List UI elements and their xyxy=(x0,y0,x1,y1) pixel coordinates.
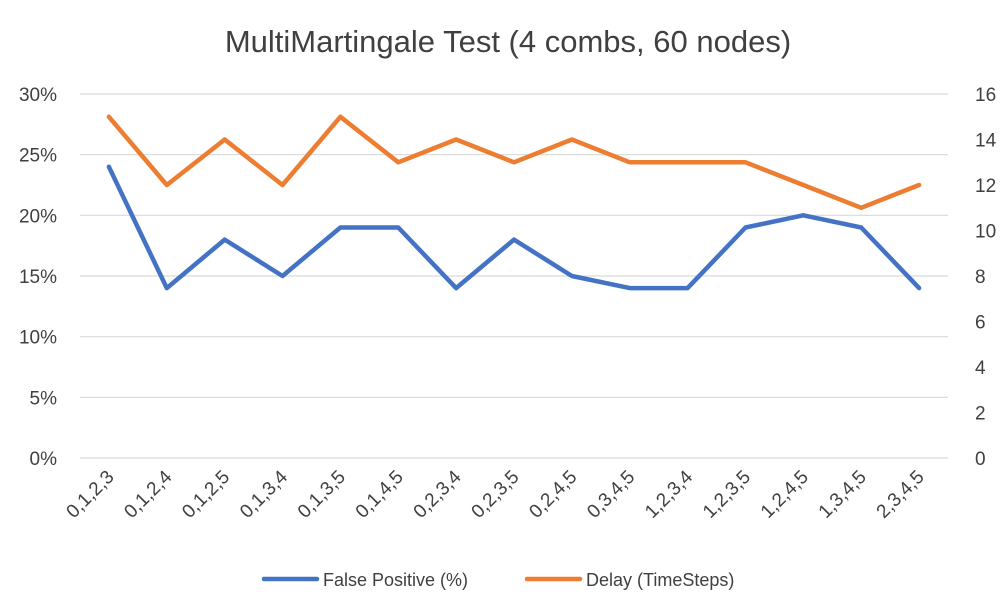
y-left-tick-label: 20% xyxy=(19,206,57,227)
series-line-2 xyxy=(106,114,922,211)
y-axis-right: 0 2 4 6 8 10 12 14 16 xyxy=(975,85,997,470)
x-tick-label: 1,2,3,4 xyxy=(641,466,697,522)
x-tick-label: 1,2,3,5 xyxy=(699,467,755,523)
x-tick-label: 0,2,3,4 xyxy=(410,466,466,522)
legend: False Positive (%) Delay (TimeSteps) xyxy=(261,570,734,590)
y-left-tick-label: 10% xyxy=(19,328,57,349)
y-right-tick-label: 2 xyxy=(975,404,986,425)
legend-label: Delay (TimeSteps) xyxy=(586,570,734,590)
chart-title: MultiMartingale Test (4 combs, 60 nodes) xyxy=(225,24,791,59)
series-group xyxy=(106,114,922,291)
y-axis-left: 0% 5% 10% 15% 20% 25% 30% xyxy=(19,85,57,470)
x-tick-label: 0,1,2,4 xyxy=(120,466,176,522)
x-axis: 0,1,2,3 0,1,2,4 0,1,2,5 0,1,3,4 0,1,3,5 0,1,4… xyxy=(63,466,929,522)
y-right-tick-label: 10 xyxy=(975,222,996,243)
x-tick-label: 0,1,2,3 xyxy=(63,467,119,523)
gridlines xyxy=(80,93,948,459)
x-tick-label: 0,1,2,5 xyxy=(178,467,234,523)
y-right-tick-label: 0 xyxy=(975,449,986,470)
y-right-tick-label: 4 xyxy=(975,358,986,379)
y-left-tick-label: 15% xyxy=(19,267,57,288)
x-tick-label: 0,2,3,5 xyxy=(468,467,524,523)
x-tick-label: 0,1,3,4 xyxy=(236,466,292,522)
y-left-tick-label: 30% xyxy=(19,85,57,106)
x-tick-label: 0,1,3,5 xyxy=(294,467,350,523)
y-right-tick-label: 8 xyxy=(975,267,986,288)
x-tick-label: 1,3,4,5 xyxy=(815,467,871,523)
y-left-tick-label: 5% xyxy=(30,388,58,409)
x-tick-label: 0,3,4,5 xyxy=(583,467,639,523)
y-left-tick-label: 25% xyxy=(19,146,57,167)
x-tick-label: 1,2,4,5 xyxy=(757,467,813,523)
x-tick-label: 0,2,4,5 xyxy=(525,467,581,523)
y-right-tick-label: 14 xyxy=(975,131,997,152)
legend-label: False Positive (%) xyxy=(323,570,468,590)
y-right-tick-label: 12 xyxy=(975,176,996,197)
x-tick-label: 0,1,4,5 xyxy=(352,467,408,523)
y-right-tick-label: 16 xyxy=(975,85,996,106)
x-tick-label: 2,3,4,5 xyxy=(873,467,929,523)
y-left-tick-label: 0% xyxy=(30,449,58,470)
y-right-tick-label: 6 xyxy=(975,313,986,334)
series-line-1 xyxy=(106,164,922,291)
